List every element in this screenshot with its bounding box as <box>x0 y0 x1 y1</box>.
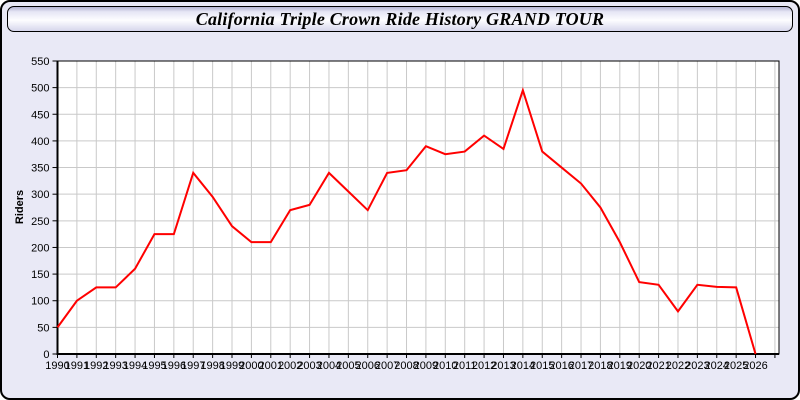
x-tick-label: 2024 <box>705 360 729 372</box>
x-tick-label: 2004 <box>317 360 341 372</box>
data-line <box>56 87 757 355</box>
x-tick-label: 1996 <box>162 360 186 372</box>
x-tick-label: 1991 <box>65 360 89 372</box>
x-tick-label: 1994 <box>123 360 147 372</box>
x-tick-label: 2002 <box>278 360 302 372</box>
x-tick-label: 2016 <box>549 360 573 372</box>
chart-title: California Triple Crown Ride History GRA… <box>195 8 605 29</box>
x-tick-label: 1995 <box>142 360 166 372</box>
x-tick-label: 1999 <box>220 360 244 372</box>
y-tick-label: 250 <box>31 216 49 228</box>
x-tick-label: 2019 <box>608 360 632 372</box>
y-tick-label: 50 <box>37 322 49 334</box>
title-bar: California Triple Crown Ride History GRA… <box>7 6 793 32</box>
x-tick-label: 1998 <box>200 360 224 372</box>
x-tick-label: 1993 <box>103 360 127 372</box>
y-tick-label: 100 <box>31 296 49 308</box>
x-tick-label: 2000 <box>239 360 263 372</box>
x-tick-label: 2021 <box>646 360 670 372</box>
x-tick-label: 2020 <box>627 360 651 372</box>
y-tick-label: 0 <box>43 349 49 361</box>
x-tick-label: 2001 <box>259 360 283 372</box>
x-tick-label: 2014 <box>511 360 535 372</box>
x-tick-label: 2012 <box>472 360 496 372</box>
x-tick-label: 2017 <box>569 360 593 372</box>
x-tick-label: 2008 <box>394 360 418 372</box>
x-tick-label: 2010 <box>433 360 457 372</box>
x-tick-label: 2022 <box>666 360 690 372</box>
x-tick-label: 1990 <box>45 360 69 372</box>
plot-area <box>57 61 779 354</box>
y-tick-label: 300 <box>31 189 49 201</box>
x-tick-label: 2013 <box>491 360 515 372</box>
x-tick-label: 2015 <box>530 360 554 372</box>
x-tick-label: 1997 <box>181 360 205 372</box>
y-tick-label: 550 <box>31 56 49 68</box>
x-tick-label: 1992 <box>84 360 108 372</box>
x-tick-label: 2003 <box>297 360 321 372</box>
x-tick-label: 2011 <box>453 360 477 372</box>
x-tick-label: 2026 <box>743 360 767 372</box>
x-tick-label: 2023 <box>685 360 709 372</box>
x-tick-label: 2005 <box>336 360 360 372</box>
y-tick-label: 350 <box>31 163 49 175</box>
y-tick-label: 450 <box>31 109 49 121</box>
y-tick-label: 500 <box>31 83 49 95</box>
y-tick-label: 400 <box>31 136 49 148</box>
y-tick-label: 150 <box>31 269 49 281</box>
x-tick-label: 2018 <box>588 360 612 372</box>
x-tick-label: 2025 <box>724 360 748 372</box>
x-tick-label: 2009 <box>414 360 438 372</box>
y-axis-label: Riders <box>14 189 26 225</box>
x-tick-label: 2007 <box>375 360 399 372</box>
y-axis-label-wrap: Riders <box>14 177 26 237</box>
x-tick-label: 2006 <box>355 360 379 372</box>
y-tick-label: 200 <box>31 242 49 254</box>
